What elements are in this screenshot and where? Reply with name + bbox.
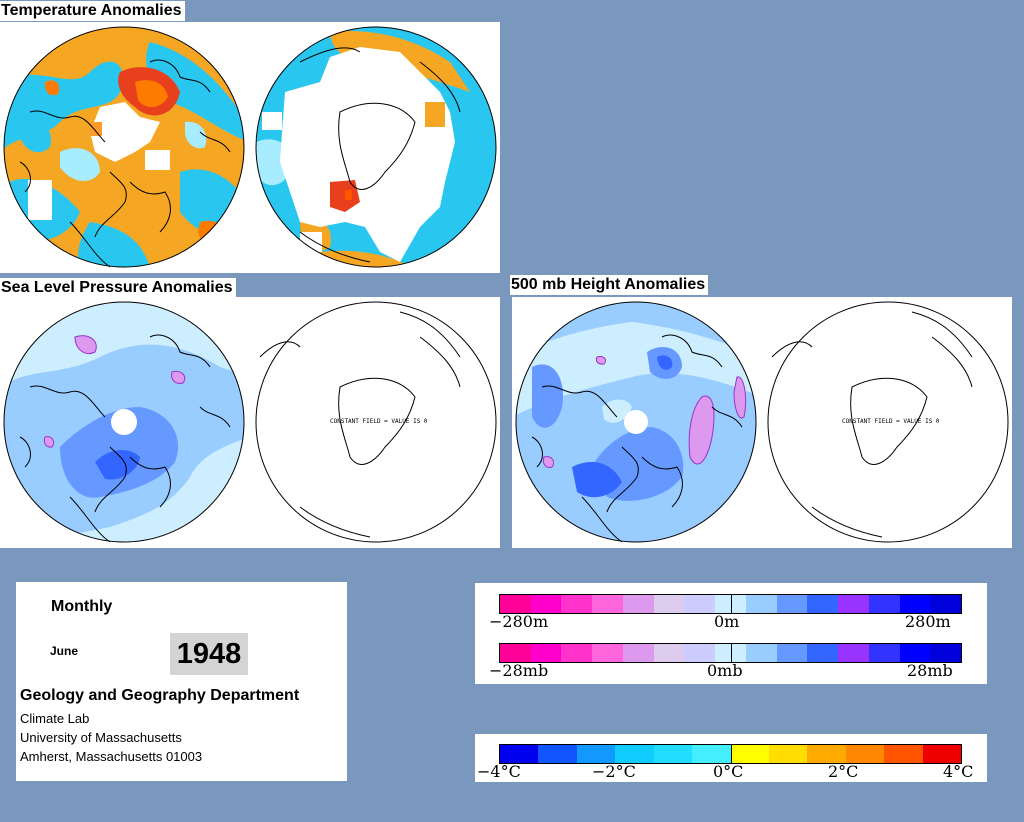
- height-colorbar-swatch: [530, 595, 562, 613]
- slp-colorbar-swatch: [622, 644, 654, 662]
- height-colorbar-swatch: [653, 595, 685, 613]
- height-colorbar-swatch: [592, 595, 623, 613]
- slp-colorbar-swatch: [530, 644, 562, 662]
- department-label: Geology and Geography Department: [20, 687, 300, 704]
- temperature-colorbar-swatch: [884, 745, 923, 763]
- slp-colorbar-swatch: [776, 644, 808, 662]
- temperature-sh-map: [255, 26, 497, 268]
- temperature-colorbar-swatch: [730, 745, 769, 763]
- height-nh-map: [515, 301, 757, 543]
- slp-colorbar-swatch: [684, 644, 716, 662]
- height-colorbar-swatch: [930, 595, 962, 613]
- address-line-3: Amherst, Massachusetts 01003: [20, 749, 203, 764]
- temperature-nh-map: [3, 26, 245, 268]
- temperature-colorbar-center-tick: [730, 745, 732, 763]
- temperature-colorbar-swatch: [615, 745, 654, 763]
- height-colorbar-swatch: [899, 595, 931, 613]
- temperature-colorbar-swatch: [768, 745, 808, 763]
- slp-colorbar-swatch: [561, 644, 593, 662]
- slp-legend-min: −28mb: [489, 661, 549, 680]
- height-panel: CONSTANT FIELD = VALUE IS 0: [512, 297, 1012, 548]
- temperature-colorbar-swatch: [692, 745, 731, 763]
- slp-colorbar-swatch: [745, 644, 777, 662]
- height-colorbar-swatch: [561, 595, 593, 613]
- height-colorbar-swatch: [622, 595, 654, 613]
- slp-colorbar-swatch: [838, 644, 869, 662]
- slp-sh-map: [255, 301, 497, 543]
- height-colorbar-center-tick: [730, 595, 732, 613]
- slp-legend-max: 28mb: [907, 661, 953, 680]
- height-sh-map: [767, 301, 1009, 543]
- slp-colorbar-swatch: [592, 644, 623, 662]
- month-label: June: [50, 644, 79, 658]
- slp-nh-map: [3, 301, 245, 543]
- height-colorbar-swatch: [807, 595, 839, 613]
- temperature-title: Temperature Anomalies: [0, 1, 185, 21]
- temperature-colorbar-swatch: [500, 745, 539, 763]
- temperature-colorbar-swatch: [576, 745, 616, 763]
- height-title: 500 mb Height Anomalies: [510, 275, 709, 295]
- height-colorbar: [499, 594, 962, 614]
- slp-constant-field-label: CONSTANT FIELD = VALUE IS 0: [330, 418, 428, 425]
- slp-colorbar-swatch: [500, 644, 531, 662]
- temperature-colorbar-swatch: [538, 745, 577, 763]
- temperature-legend: −4°C −2°C 0°C 2°C 4°C: [475, 734, 987, 782]
- temp-legend-p4: 4°C: [943, 762, 974, 781]
- slp-colorbar-swatch: [807, 644, 839, 662]
- temperature-colorbar-swatch: [845, 745, 885, 763]
- slp-colorbar-swatch: [930, 644, 962, 662]
- temp-legend-0: 0°C: [713, 762, 744, 781]
- slp-colorbar-swatch: [868, 644, 900, 662]
- slp-colorbar-swatch: [899, 644, 931, 662]
- slp-panel: CONSTANT FIELD = VALUE IS 0: [0, 297, 500, 548]
- temp-legend-p2: 2°C: [828, 762, 859, 781]
- slp-colorbar: [499, 643, 962, 663]
- slp-title: Sea Level Pressure Anomalies: [0, 278, 236, 298]
- temp-legend-m2: −2°C: [592, 762, 636, 781]
- slp-colorbar-swatch: [653, 644, 685, 662]
- slp-legend-mid: 0mb: [707, 661, 743, 680]
- temperature-colorbar-swatch: [807, 745, 846, 763]
- address-line-2: University of Massachusetts: [20, 730, 182, 745]
- height-legend-mid: 0m: [714, 612, 740, 631]
- temperature-colorbar-swatch: [922, 745, 962, 763]
- temperature-colorbar-swatch: [653, 745, 693, 763]
- height-legend-min: −280m: [489, 612, 549, 631]
- pressure-height-legend: −280m 0m 280m −28mb 0mb 28mb: [475, 583, 987, 684]
- temp-legend-m4: −4°C: [477, 762, 521, 781]
- slp-colorbar-center-tick: [730, 644, 732, 662]
- height-colorbar-swatch: [868, 595, 900, 613]
- period-label: Monthly: [51, 598, 113, 615]
- height-colorbar-swatch: [745, 595, 777, 613]
- info-panel: Monthly June 1948 Geology and Geography …: [16, 582, 347, 781]
- height-colorbar-swatch: [684, 595, 716, 613]
- height-legend-max: 280m: [905, 612, 951, 631]
- height-colorbar-swatch: [776, 595, 808, 613]
- year-label: 1948: [170, 633, 248, 675]
- address-line-1: Climate Lab: [20, 711, 90, 726]
- height-constant-field-label: CONSTANT FIELD = VALUE IS 0: [842, 418, 940, 425]
- height-colorbar-swatch: [838, 595, 869, 613]
- temperature-colorbar: [499, 744, 962, 764]
- temperature-panel: [0, 22, 500, 273]
- height-colorbar-swatch: [500, 595, 531, 613]
